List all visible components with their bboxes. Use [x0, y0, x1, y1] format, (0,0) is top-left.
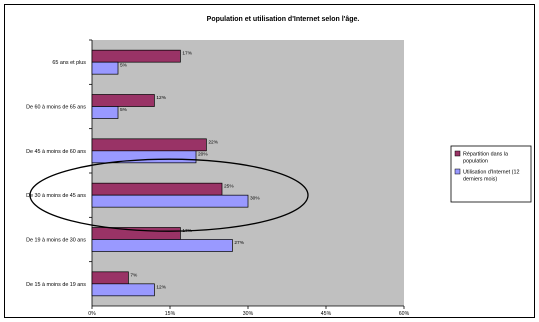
bar — [91, 239, 233, 252]
data-label: 5% — [120, 107, 128, 113]
bar — [91, 283, 155, 297]
data-label: 20% — [198, 151, 208, 157]
legend-entry: Utilisation d'Internet (12 — [463, 170, 519, 176]
category-label: De 30 à moins de 45 ans — [26, 193, 86, 199]
bar — [91, 106, 119, 119]
category-label: De 45 à moins de 60 ans — [26, 149, 86, 155]
legend-swatch — [454, 168, 461, 175]
data-label: 17% — [182, 51, 192, 57]
bar — [91, 194, 249, 208]
x-tick-label: 30% — [243, 311, 254, 317]
x-tick-label: 60% — [399, 311, 410, 317]
category-label: De 19 à moins de 30 ans — [26, 238, 86, 244]
bar — [91, 271, 129, 285]
bar — [91, 94, 155, 107]
legend-swatch — [454, 150, 461, 157]
legend-box — [450, 145, 532, 203]
legend-entry: Répartition dans la — [463, 152, 508, 158]
x-tick-label: 45% — [321, 311, 332, 317]
chart-title: Population et utilisation d'Internet sel… — [207, 16, 360, 23]
data-label: 12% — [156, 95, 166, 101]
data-label: 25% — [224, 184, 234, 190]
bar — [91, 49, 181, 63]
plot-area — [92, 40, 404, 306]
x-tick-label: 15% — [165, 311, 176, 317]
legend-entry: population — [463, 159, 488, 165]
bar — [91, 150, 197, 164]
x-tick-label: 0% — [88, 311, 96, 317]
data-label: 7% — [130, 272, 138, 278]
bar — [91, 138, 207, 152]
data-label: 5% — [120, 63, 128, 69]
category-label: De 60 à moins de 65 ans — [26, 105, 86, 111]
legend-entry: derniers mois) — [463, 177, 497, 183]
data-label: 27% — [234, 240, 244, 246]
data-label: 22% — [208, 139, 218, 145]
data-label: 12% — [156, 284, 166, 290]
category-label: De 15 à moins de 19 ans — [26, 282, 86, 288]
bar — [91, 61, 119, 75]
data-label: 30% — [250, 196, 260, 202]
bar — [91, 227, 181, 240]
category-label: 65 ans et plus — [52, 60, 86, 66]
highlight-ellipse — [29, 158, 309, 232]
bar — [91, 182, 223, 196]
